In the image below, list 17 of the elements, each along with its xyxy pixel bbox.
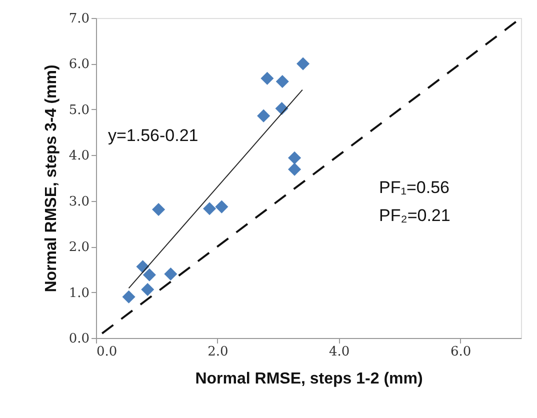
annotation: PF₁=0.56 [379,178,450,197]
y-tick-label: 7.0 [68,12,90,26]
y-tick-label: 1.0 [68,286,90,301]
x-tick-label: 0.0 [96,344,118,360]
y-tick-label: 5.0 [68,102,90,118]
y-tick-label: 0.0 [68,332,90,346]
y-tick-label: 3.0 [68,194,90,210]
x-tick-label: 4.0 [329,344,350,360]
x-tick-label: 2.0 [208,344,228,360]
y-tick-label: 6.0 [68,57,90,72]
x-tick-label: 6.0 [450,344,472,360]
y-axis-title: Normal RMSE, steps 3-4 (mm) [42,64,60,292]
y-tick-label: 4.0 [68,148,90,164]
y-tick-label: 2.0 [68,240,90,256]
annotation: PF₂=0.21 [379,206,450,225]
annotation: y=1.56-0.21 [108,126,198,145]
x-axis-title: Normal RMSE, steps 1-2 (mm) [195,370,423,388]
